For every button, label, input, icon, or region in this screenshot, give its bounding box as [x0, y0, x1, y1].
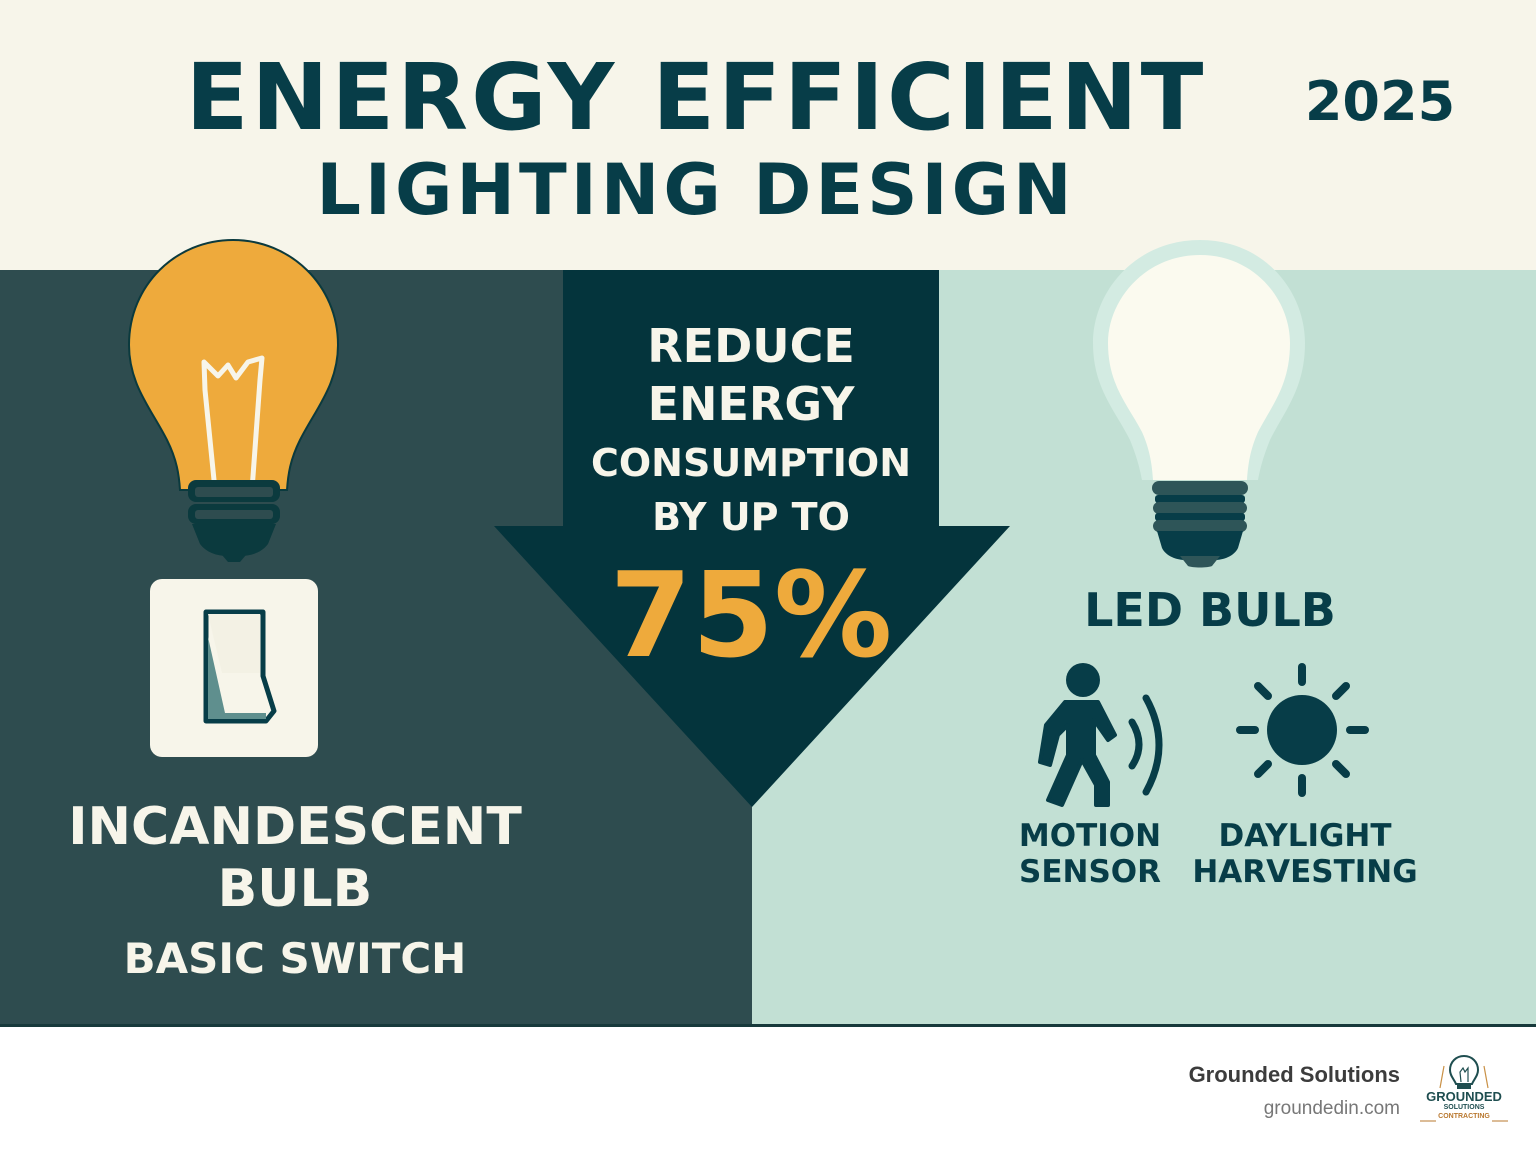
- down-arrow-icon: [494, 270, 1010, 807]
- arrow-text-consumption: CONSUMPTION: [590, 441, 912, 485]
- switch-plate: [150, 579, 318, 757]
- title-line-1: ENERGY EFFICIENT: [185, 44, 1207, 151]
- sun-icon: [1236, 663, 1369, 797]
- year-label: 2025: [1304, 70, 1456, 133]
- logo-text-contracting: CONTRACTING: [1438, 1113, 1490, 1120]
- motion-sensor-label: MOTION SENSOR: [990, 818, 1190, 890]
- led-bulb-label: LED BULB: [1084, 583, 1336, 637]
- basic-switch-icon: [203, 609, 277, 724]
- savings-percent: 75%: [609, 546, 893, 684]
- daylight-line1: DAYLIGHT: [1218, 818, 1392, 854]
- incandescent-bulb-icon: [127, 238, 340, 562]
- arrow-text-by-up-to: BY UP TO: [652, 495, 850, 539]
- brand-name: Grounded Solutions: [1188, 1062, 1400, 1087]
- incandescent-label: INCANDESCENT: [68, 797, 522, 857]
- motion-sensor-icon: [1038, 663, 1163, 807]
- daylight-line2: HARVESTING: [1192, 854, 1418, 890]
- brand-url[interactable]: groundedin.com: [1263, 1098, 1400, 1119]
- grounded-logo-icon: [1420, 1054, 1508, 1122]
- motion-sensor-line1: MOTION: [1018, 818, 1162, 854]
- panel-bottom-border: [0, 1024, 1536, 1027]
- motion-sensor-line2: SENSOR: [1019, 854, 1161, 890]
- arrow-text-reduce: REDUCE: [647, 319, 855, 373]
- daylight-harvesting-label: DAYLIGHT HARVESTING: [1190, 818, 1420, 890]
- logo-text-solutions: SOLUTIONS: [1443, 1104, 1485, 1111]
- arrow-text-energy: ENERGY: [647, 377, 855, 431]
- bulb-label: BULB: [217, 859, 373, 919]
- title-line-2: LIGHTING DESIGN: [316, 149, 1076, 231]
- led-bulb-icon: [1093, 240, 1305, 568]
- graphics-layer: [127, 238, 1369, 807]
- basic-switch-label: BASIC SWITCH: [123, 934, 467, 983]
- header-band: [0, 0, 1536, 270]
- logo-text-grounded: GROUNDED: [1426, 1089, 1502, 1104]
